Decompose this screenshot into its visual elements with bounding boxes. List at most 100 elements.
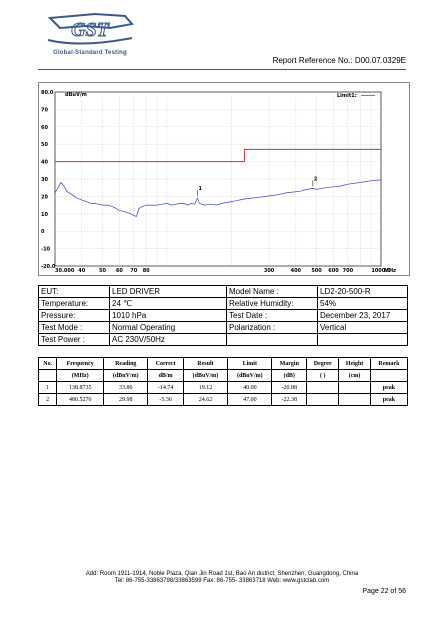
info-cell-label1: Test Power : [38,333,110,346]
results-header-cell: Limit [227,357,273,370]
y-tick-label: -20.0 [41,264,56,270]
info-row: Test Mode : Normal Operating Polarization … [38,321,408,334]
results-header-cell: Reading [103,357,149,370]
x-tick-label: 1000.0 [371,268,391,274]
results-row: 1 138.8735 33.86 -14.74 19.12 40.00 -20.88 peak [37,381,409,394]
info-cell-value1: 1010 hPa [109,309,227,322]
results-cell: 29.98 [103,393,149,406]
results-header-row: No. Frequency Reading Correct Result Limit Mar… [37,357,409,370]
results-cell: 40.00 [227,381,273,394]
x-tick-label: 500 [311,268,322,274]
x-tick-label: 300 [264,268,275,274]
results-cell: peak [369,381,409,394]
info-cell-value2: 54% [317,297,408,310]
footer-address: Add: Room 1911-1914, Noble Plaza, Qian J… [85,571,359,577]
results-unit-cell: (dB) [271,369,308,382]
results-cell: -22.38 [271,393,308,406]
info-cell-label2: Relative Humidity: [226,297,318,310]
results-cell [338,381,371,394]
logo-lettering: GST [71,19,110,41]
results-unit-cell: (cm) [338,369,371,382]
y-tick-label: 70 [41,107,48,113]
x-unit-label: MHz [384,268,396,274]
info-row: EUT: LED DRIVER Model Name : LD2-20-500-R [38,285,408,298]
info-cell-value1: AC 230V/50Hz [109,333,227,346]
results-unit-cell: (dBuV/m) [227,369,273,382]
emission-chart: 80.0 70 60 50 40 30 20 10 0 -10 -20.0 30.000 40 50 60 7… [38,82,410,276]
x-tick-label: 600 [328,268,339,274]
footer-contact: Tel: 86-755-33863798/33863599 Fax: 86-75… [114,578,330,584]
results-cell: -20.88 [271,381,308,394]
results-header-cell: Degree [306,357,340,370]
info-cell-value2: LD2-20-500-R [317,285,408,298]
results-unit-cell: dB/m [147,369,184,382]
results-unit-cell: ( ) [306,369,340,382]
results-unit-cell: (dBuV/m) [182,369,229,382]
info-cell-label1: EUT: [38,285,110,298]
x-tick-label: 60 [116,268,123,274]
results-header-cell: No. [37,357,58,370]
info-cell-value2: Vertical [317,321,408,334]
results-unit-cell [369,369,409,382]
info-cell-label2: Test Date : [226,309,318,322]
limit-line [55,148,381,163]
results-cell: 138.8735 [56,381,105,394]
info-row: Temperature: 24 ℃ Relative Humidity: 54% [38,297,408,310]
results-cell: 1 [37,381,58,394]
x-tick-label: 30.000 [55,268,75,274]
results-cell [338,393,371,406]
info-cell-value1: LED DRIVER [109,285,227,298]
marker-label: 1 [198,186,202,192]
x-tick-label: 400 [291,268,302,274]
results-header-cell: Height [338,357,371,370]
info-cell-label1: Temperature: [38,297,110,310]
y-tick-label: 80.0 [41,90,54,96]
y-tick-label: 60 [41,125,48,131]
results-cell: 480.5276 [56,393,105,406]
legend-label: Limit1: [337,93,357,99]
info-cell-label1: Test Mode : [38,321,110,334]
x-tick-label: 40 [78,268,85,274]
info-cell-label2: Model Name : [226,285,318,298]
info-cell-label2 [226,333,318,346]
y-tick-label: -10 [41,247,51,253]
info-row: Pressure: 1010 hPa Test Date : December 23,… [38,309,408,322]
results-header-cell: Frequency [56,357,105,370]
y-tick-label: 20 [41,194,48,200]
results-cell: 33.86 [103,381,149,394]
y-tick-label: 50 [41,142,48,148]
results-cell: 24.62 [182,393,229,406]
results-header-cell: Result [182,357,229,370]
results-header-cell: Remark [369,357,409,370]
info-cell-value2: December 23, 2017 [317,309,408,322]
y-tick-label: 30 [41,177,48,183]
info-cell-label2: Polarization : [226,321,318,334]
results-units-row: (MHz) (dBuV/m) dB/m (dBuV/m) (dBuV/m) (dB)( )… [37,369,409,382]
results-cell: 47.00 [227,393,273,406]
info-cell-value1: Normal Operating [109,321,227,334]
header-divider [38,69,406,70]
results-cell [306,381,340,394]
results-unit-cell [37,369,58,382]
results-unit-cell: (MHz) [56,369,105,382]
y-tick-label: 10 [41,212,48,218]
x-tick-label: 80 [143,268,150,274]
info-cell-value2 [317,333,408,346]
results-cell: 19.12 [182,381,229,394]
results-cell: 2 [37,393,58,406]
page-number: Page 22 of 56 [362,588,406,595]
results-cell [306,393,340,406]
x-tick-label: 70 [130,268,137,274]
y-unit-label: dBuV/m [65,92,87,98]
x-tick-label: 50 [99,268,106,274]
info-row: Test Power : AC 230V/50Hz [38,333,408,346]
measurement-trace [54,179,382,217]
y-tick-label: 0 [41,229,45,235]
results-cell: -5.36 [147,393,184,406]
results-header-cell: Margin [271,357,308,370]
results-table: No. Frequency Reading Correct Result Limit Mar… [37,357,409,406]
results-unit-cell: (dBuV/m) [103,369,149,382]
results-cell: peak [369,393,409,406]
marker-label: 2 [314,176,318,182]
